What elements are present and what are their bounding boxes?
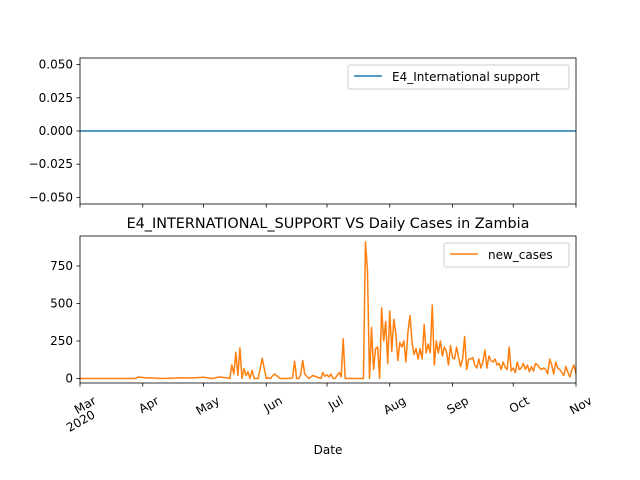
top-y-tick-label: 0.000 — [39, 124, 73, 138]
bottom-legend: new_cases — [443, 242, 570, 268]
top-legend-label: E4_International support — [392, 70, 540, 84]
top-x-ticks — [79, 204, 577, 208]
top-y-tick-label: −0.050 — [29, 190, 73, 204]
bottom-x-tick-label: Jul — [325, 393, 345, 413]
bottom-legend-box — [443, 242, 570, 268]
bottom-y-tick-label: 0 — [65, 372, 73, 386]
bottom-axes-frame — [79, 235, 577, 384]
chart-title: E4_INTERNATIONAL_SUPPORT VS Daily Cases … — [127, 216, 530, 232]
bottom-y-ticks: 0 250 500 750 — [50, 259, 80, 386]
top-y-tick-label: −0.025 — [29, 157, 73, 171]
top-axes-frame — [79, 57, 577, 205]
bottom-series-line — [80, 241, 577, 380]
top-y-tick-label: 0.025 — [39, 91, 73, 105]
bottom-legend-label: new_cases — [488, 248, 553, 262]
top-y-tick-label: 0.050 — [39, 58, 73, 72]
x-axis-label: Date — [314, 443, 343, 457]
bottom-series-layer — [80, 241, 577, 380]
bottom-y-tick-label: 750 — [50, 259, 73, 273]
top-subplot: 0.050 0.025 0.000 −0.025 −0.050 E4_Internati… — [29, 57, 577, 208]
bottom-y-tick-label: 250 — [50, 334, 73, 348]
top-y-ticks: 0.050 0.025 0.000 −0.025 −0.050 — [29, 58, 80, 204]
top-legend-box — [347, 64, 570, 90]
bottom-y-tick-label: 500 — [50, 297, 73, 311]
top-legend: E4_International support — [347, 64, 570, 90]
